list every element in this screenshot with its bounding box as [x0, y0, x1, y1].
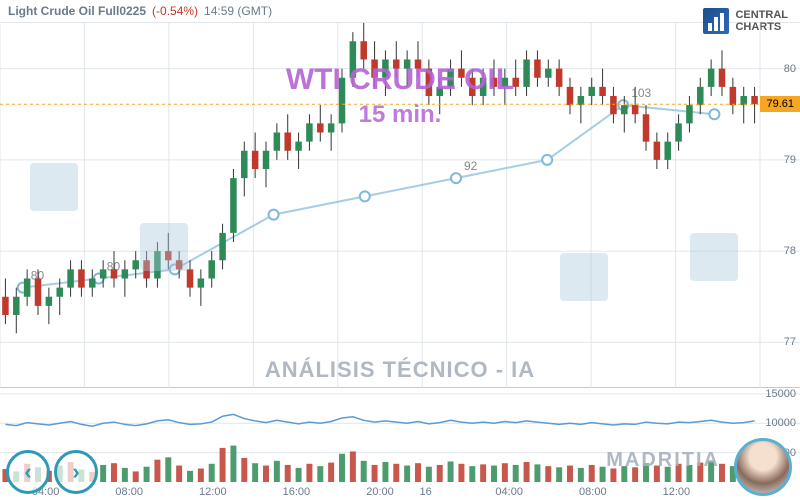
x-axis-label: 08:00	[579, 486, 607, 498]
nav-buttons: ‹ ›	[6, 450, 98, 494]
x-axis-label: 08:00	[115, 486, 143, 498]
x-axis-label: 16	[419, 486, 431, 498]
current-price-tag: 79.61	[760, 96, 800, 112]
y-axis-label: 80	[784, 63, 796, 75]
watermark-icon	[560, 253, 608, 301]
watermark-icon	[30, 163, 78, 211]
y-axis-label: 77	[784, 336, 796, 348]
volume-y-label: 15000	[765, 388, 796, 400]
change-pct: (-0.54%)	[152, 4, 198, 18]
volume-y-label: 10000	[765, 417, 796, 429]
chart-header: Light Crude Oil Full0225 (-0.54%) 14:59 …	[0, 0, 800, 23]
x-axis-label: 12:00	[199, 486, 227, 498]
x-axis-label: 12:00	[663, 486, 691, 498]
watermark-icon	[690, 233, 738, 281]
nav-prev-button[interactable]: ‹	[6, 450, 50, 494]
price-chart-svg: 808092103	[0, 23, 800, 388]
y-axis-label: 79	[784, 154, 796, 166]
price-chart[interactable]: 808092103 WTI CRUDE OIL 15 min. ANÁLISIS…	[0, 23, 800, 388]
watermark-icon	[140, 223, 188, 271]
timestamp: 14:59 (GMT)	[204, 4, 272, 18]
x-axis-label: 04:00	[495, 486, 523, 498]
nav-next-button[interactable]: ›	[54, 450, 98, 494]
assistant-avatar[interactable]	[734, 438, 792, 496]
symbol-name: Light Crude Oil Full0225	[8, 4, 146, 18]
svg-text:103: 103	[631, 86, 651, 100]
volume-chart-svg	[0, 388, 800, 500]
x-axis-label: 20:00	[366, 486, 394, 498]
y-axis-label: 78	[784, 245, 796, 257]
volume-chart[interactable]: 50001000015000 04:0008:0012:0016:0020:00…	[0, 388, 800, 500]
x-axis-label: 16:00	[283, 486, 311, 498]
svg-text:92: 92	[464, 159, 478, 173]
